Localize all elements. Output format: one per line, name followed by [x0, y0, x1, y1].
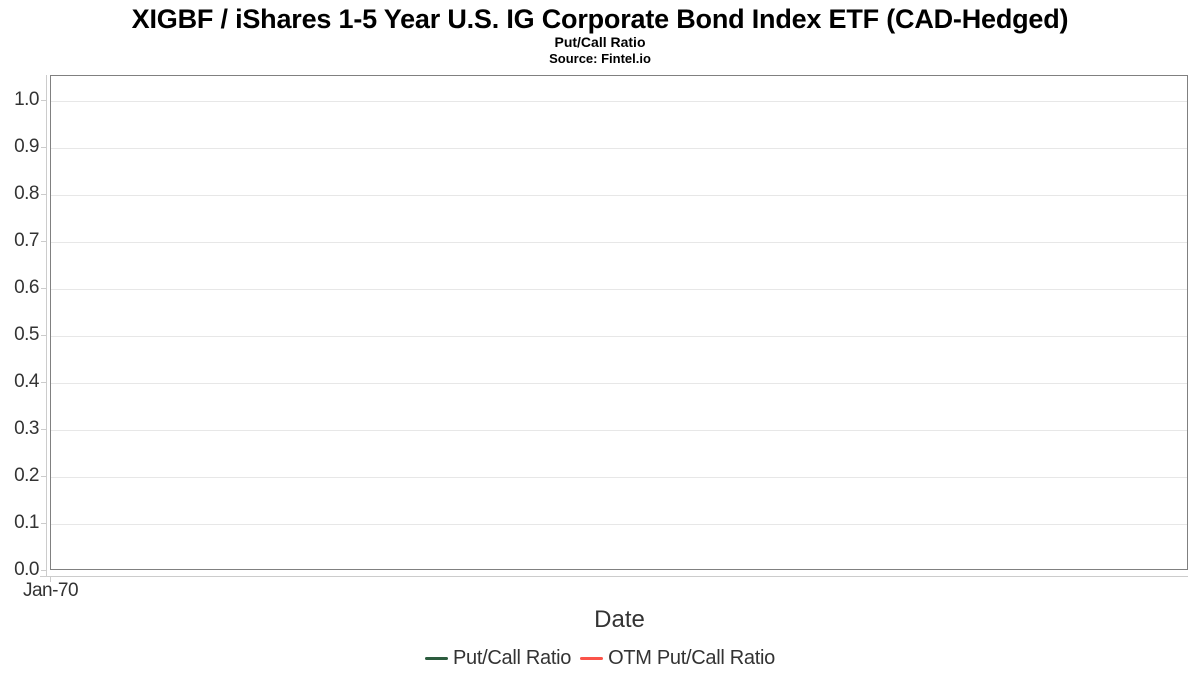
y-axis-tick-0.2	[41, 476, 46, 477]
y-axis-line	[46, 75, 47, 576]
gridline-1.0	[51, 101, 1187, 102]
y-tick-label-0.6: 0.6	[14, 277, 39, 298]
legend-item-otm-put-call-ratio[interactable]: OTM Put/Call Ratio	[580, 647, 775, 670]
legend-item-put-call-ratio[interactable]: Put/Call Ratio	[425, 647, 571, 670]
y-tick-label-0.4: 0.4	[14, 371, 39, 392]
gridline-0.1	[51, 524, 1187, 525]
y-axis-tick-0.7	[41, 241, 46, 242]
y-axis-tick-1.0	[41, 100, 46, 101]
gridline-0.9	[51, 148, 1187, 149]
y-tick-label-0.7: 0.7	[14, 230, 39, 251]
y-tick-label-0.9: 0.9	[14, 136, 39, 157]
x-axis-line	[40, 576, 1188, 577]
gridline-0.4	[51, 383, 1187, 384]
y-tick-label-0.1: 0.1	[14, 512, 39, 533]
y-tick-label-0.3: 0.3	[14, 418, 39, 439]
y-tick-label-0.5: 0.5	[14, 324, 39, 345]
y-axis-tick-0.9	[41, 147, 46, 148]
chart-source: Source: Fintel.io	[549, 51, 651, 66]
legend-line-marker	[580, 656, 604, 660]
legend: Put/Call Ratio OTM Put/Call Ratio	[0, 644, 1200, 672]
y-axis-tick-0.1	[41, 523, 46, 524]
legend-line-marker	[425, 656, 449, 660]
legend-label: OTM Put/Call Ratio	[608, 646, 775, 669]
y-axis-tick-0.4	[41, 382, 46, 383]
x-axis-tick	[50, 576, 51, 582]
plot-area	[50, 75, 1188, 570]
chart-title: XIGBF / iShares 1-5 Year U.S. IG Corpora…	[131, 4, 1069, 34]
x-tick-label: Jan-70	[22, 580, 79, 601]
y-tick-label-0.0: 0.0	[14, 559, 39, 580]
x-axis-title: Date	[594, 606, 645, 633]
y-axis-tick-0.6	[41, 288, 46, 289]
gridline-0.2	[51, 477, 1187, 478]
gridline-0.5	[51, 336, 1187, 337]
y-tick-label-0.8: 0.8	[14, 183, 39, 204]
y-tick-label-1.0: 1.0	[14, 89, 39, 110]
gridline-0.8	[51, 195, 1187, 196]
chart-subtitle: Put/Call Ratio	[554, 34, 646, 50]
y-axis-tick-0.3	[41, 429, 46, 430]
y-tick-label-0.2: 0.2	[14, 465, 39, 486]
legend-label: Put/Call Ratio	[453, 646, 572, 669]
y-axis-tick-0.8	[41, 194, 46, 195]
gridline-0.7	[51, 242, 1187, 243]
y-axis-tick-0.0	[41, 570, 46, 571]
y-axis-tick-0.5	[41, 335, 46, 336]
gridline-0.6	[51, 289, 1187, 290]
gridline-0.3	[51, 430, 1187, 431]
